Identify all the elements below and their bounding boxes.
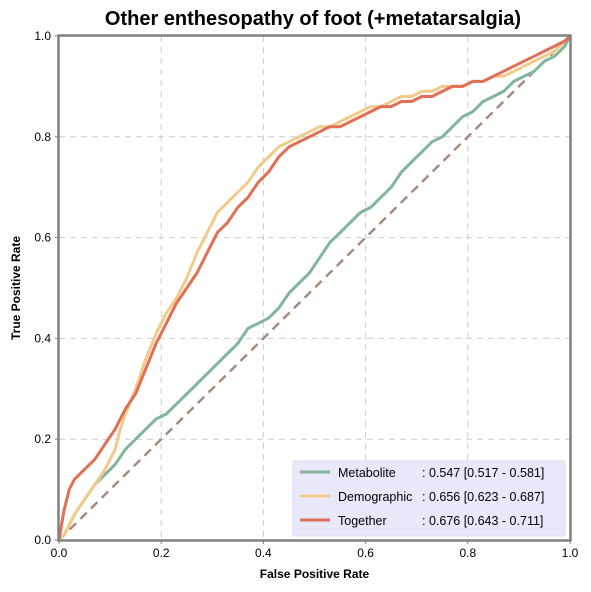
series-layer <box>57 34 572 542</box>
y-tick-label-5: 1.0 <box>34 29 51 43</box>
legend: Metabolite : 0.547 [0.517 - 0.581] Demog… <box>292 460 566 537</box>
tick-layer: 0.0 0.2 0.4 0.6 0.8 1.0 0.0 0.2 0.4 0.6 0.8 1.0 <box>34 29 578 560</box>
x-tick-label-2: 0.4 <box>255 546 272 560</box>
y-tick-label-1: 0.2 <box>34 432 51 446</box>
plot-frame <box>57 34 572 542</box>
series-line-together <box>57 34 572 542</box>
legend-name-metabolite: Metabolite <box>338 466 396 480</box>
legend-name-together: Together <box>338 514 387 528</box>
chart-title: Other enthesopathy of foot (+metatarsalg… <box>105 8 521 30</box>
legend-value-together: : 0.676 [0.643 - 0.711] <box>422 514 543 528</box>
legend-name-demographic: Demographic <box>338 490 412 504</box>
x-tick-label-1: 0.2 <box>153 546 170 560</box>
x-tick-label-3: 0.6 <box>357 546 374 560</box>
y-tick-label-4: 0.8 <box>34 130 51 144</box>
x-tick-label-0: 0.0 <box>51 546 68 560</box>
x-axis-label: False Positive Rate <box>260 567 370 581</box>
x-tick-label-4: 0.8 <box>459 546 476 560</box>
y-tick-label-3: 0.6 <box>34 231 51 245</box>
x-tick-label-5: 1.0 <box>562 546 579 560</box>
series-line-metabolite <box>57 34 572 542</box>
grid-layer <box>59 36 570 540</box>
legend-value-metabolite: : 0.547 [0.517 - 0.581] <box>422 466 544 480</box>
y-tick-label-2: 0.4 <box>34 331 51 345</box>
y-tick-label-0: 0.0 <box>34 533 51 547</box>
legend-value-demographic: : 0.656 [0.623 - 0.687] <box>422 490 544 504</box>
y-axis-label: True Positive Rate <box>9 236 23 340</box>
legend-box <box>292 460 566 537</box>
